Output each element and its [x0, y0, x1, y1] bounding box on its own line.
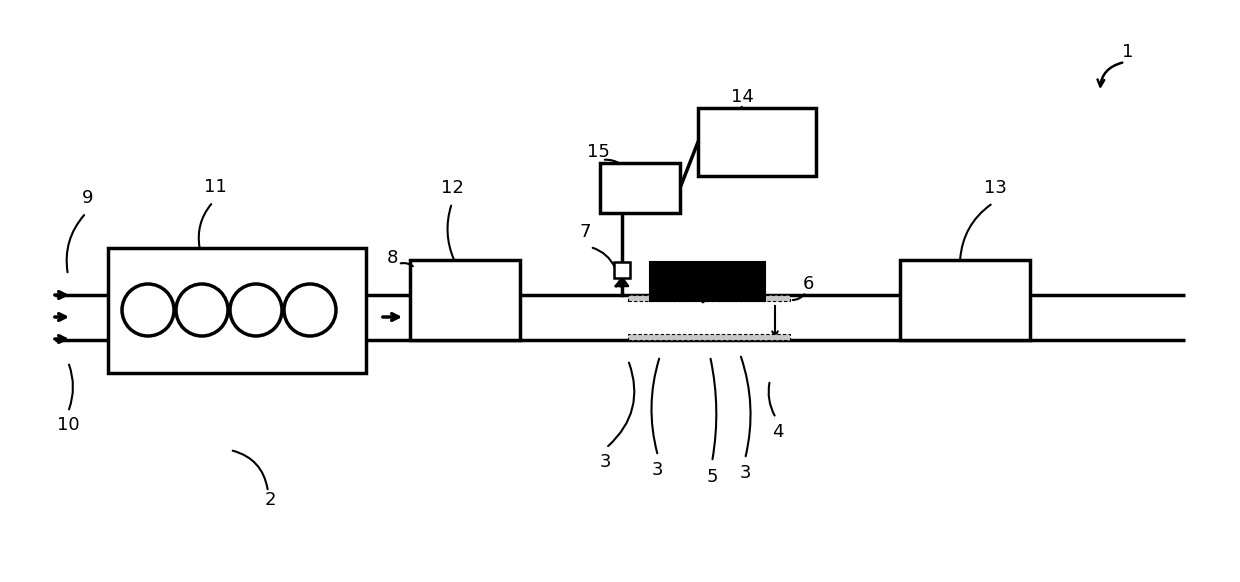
Circle shape — [176, 284, 228, 336]
Bar — [627, 295, 790, 301]
Bar — [108, 248, 366, 373]
Text: 3: 3 — [651, 461, 662, 479]
Text: 10: 10 — [57, 416, 79, 434]
Text: 11: 11 — [203, 178, 227, 196]
Text: 14: 14 — [730, 88, 754, 106]
Text: 13: 13 — [983, 179, 1007, 197]
Text: 8: 8 — [387, 249, 398, 267]
Text: 2: 2 — [264, 491, 275, 509]
Text: 5: 5 — [707, 468, 718, 486]
Text: 4: 4 — [773, 423, 784, 441]
Circle shape — [122, 284, 174, 336]
Text: 7: 7 — [579, 223, 590, 241]
Text: 3: 3 — [599, 453, 611, 471]
Text: 12: 12 — [440, 179, 464, 197]
Text: 9: 9 — [82, 189, 94, 207]
Text: 1: 1 — [1122, 43, 1133, 61]
Bar — [600, 163, 680, 213]
Bar — [627, 334, 790, 340]
Text: 3: 3 — [739, 464, 750, 482]
Text: 15: 15 — [587, 143, 609, 161]
Bar — [410, 260, 520, 340]
Bar — [614, 262, 630, 278]
Bar — [650, 262, 765, 301]
Text: 6: 6 — [802, 275, 813, 293]
Text: 3: 3 — [701, 283, 712, 301]
Circle shape — [284, 284, 336, 336]
Bar — [698, 108, 816, 176]
Bar — [900, 260, 1030, 340]
Circle shape — [229, 284, 281, 336]
